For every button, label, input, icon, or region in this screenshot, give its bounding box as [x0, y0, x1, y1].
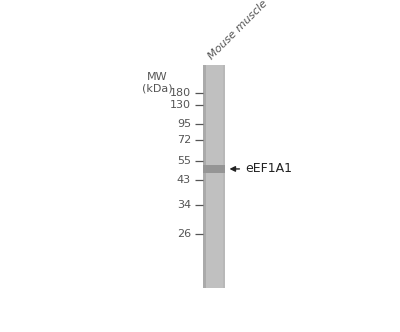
- Bar: [204, 65, 225, 288]
- Bar: [223, 65, 225, 288]
- Text: 130: 130: [170, 100, 191, 110]
- Text: 72: 72: [177, 135, 191, 145]
- Text: 55: 55: [177, 155, 191, 166]
- Text: 34: 34: [177, 201, 191, 210]
- Text: 43: 43: [177, 175, 191, 186]
- Text: 180: 180: [170, 88, 191, 98]
- Text: 95: 95: [177, 119, 191, 129]
- Bar: [204, 165, 225, 173]
- Text: 26: 26: [177, 229, 191, 239]
- Bar: [204, 65, 206, 288]
- Text: MW
(kDa): MW (kDa): [142, 72, 172, 93]
- Text: eEF1A1: eEF1A1: [245, 162, 292, 175]
- Text: Mouse muscle: Mouse muscle: [207, 0, 270, 61]
